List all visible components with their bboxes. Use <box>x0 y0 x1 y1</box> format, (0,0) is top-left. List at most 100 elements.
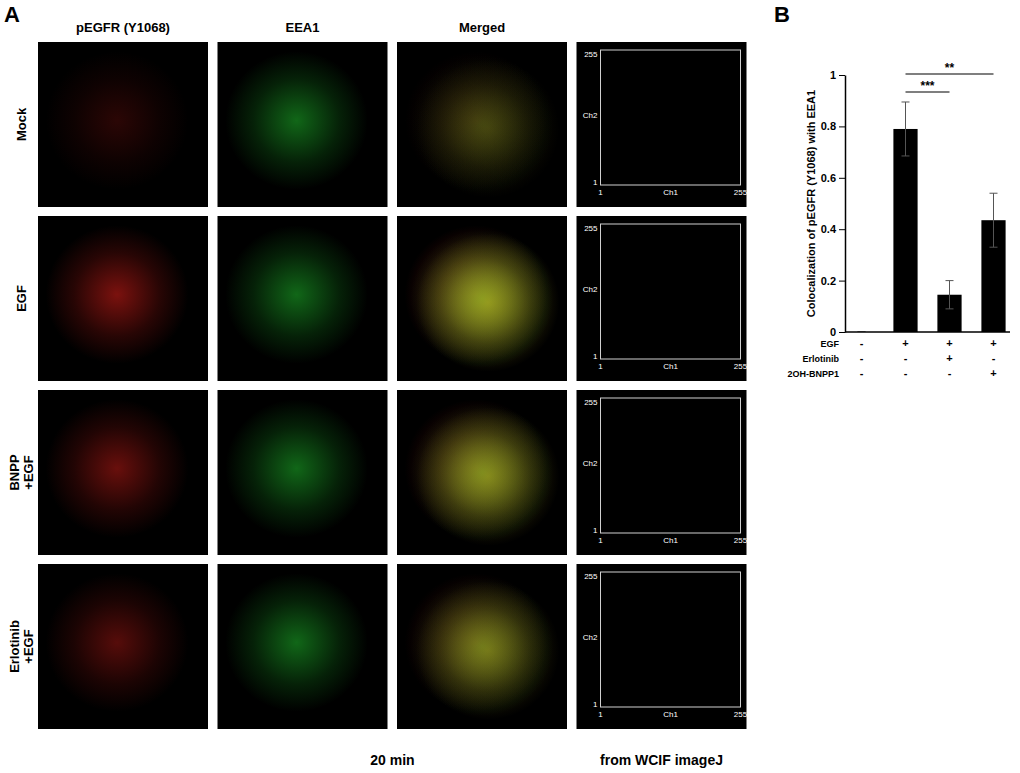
condition-sign: - <box>948 367 952 379</box>
row-label-line: BNPP <box>7 454 22 490</box>
y-axis: 0 0.2 0.4 0.6 0.8 1 <box>821 69 846 338</box>
bar <box>893 129 917 332</box>
scatter-axis-label: 1 <box>593 526 598 535</box>
condition-label: 2OH-BNPP1 <box>787 369 839 379</box>
micrograph-signal <box>417 581 560 720</box>
micrograph <box>397 390 567 555</box>
row-label: EGF <box>14 285 29 312</box>
error-bar-cap <box>990 247 998 248</box>
column-header: Merged <box>459 20 505 35</box>
scatter-axis-label: Ch1 <box>663 710 678 719</box>
condition-sign: - <box>860 352 864 364</box>
error-bar-stem <box>993 193 994 247</box>
micrograph-signal <box>225 573 368 712</box>
scatter-axis-label: Ch2 <box>583 285 598 294</box>
scatter-axis-label: 1 <box>598 188 603 197</box>
row-label: BNPP+EGF <box>7 454 36 490</box>
condition-label: Erlotinib <box>803 354 840 364</box>
condition-sign: + <box>902 337 908 349</box>
scatter-axis-label: Ch2 <box>583 633 598 642</box>
row-label: Erlotinib+EGF <box>7 620 36 673</box>
y-tick-mark <box>839 178 845 179</box>
micrograph <box>38 216 208 381</box>
scatter-axis-label: 1 <box>593 178 598 187</box>
scatter-frame <box>601 398 741 533</box>
y-tick-mark <box>839 126 845 127</box>
row-label-line: Erlotinib <box>7 620 22 673</box>
error-bar-cap <box>902 101 910 102</box>
condition-sign: - <box>904 367 908 379</box>
row-label-line: +EGF <box>21 455 36 489</box>
error-bar-cap <box>946 308 954 309</box>
micrograph <box>38 42 208 207</box>
scatter-axis-label: Ch1 <box>663 362 678 371</box>
scatter-axis-label: 255 <box>584 398 598 407</box>
micrograph <box>38 390 208 555</box>
scatter-axis-label: 255 <box>734 188 748 197</box>
condition-sign: + <box>990 337 996 349</box>
row-label-line: Mock <box>14 107 29 141</box>
x-axis <box>845 332 1010 333</box>
micrograph <box>397 42 567 207</box>
scatter-axis-label: Ch2 <box>583 111 598 120</box>
error-bar-cap <box>946 280 954 281</box>
micrograph-signal <box>46 51 189 190</box>
time-label: 20 min <box>370 752 414 768</box>
micrograph-signal <box>417 407 560 546</box>
y-tick: 1 <box>830 69 845 81</box>
panel-label: A <box>4 2 20 27</box>
micrograph-signal <box>46 225 189 364</box>
scatter-axis-label: 255 <box>734 536 748 545</box>
error-bar-stem <box>949 281 950 309</box>
scatter-frame <box>601 572 741 707</box>
scatter-axis-label: 255 <box>584 224 598 233</box>
scatter-axis-label: 1 <box>598 362 603 371</box>
micrograph <box>218 216 388 381</box>
y-tick-label: 0 <box>830 326 836 338</box>
micrograph <box>38 564 208 729</box>
scatter-axis-label: 255 <box>734 710 748 719</box>
micrograph-signal <box>417 233 560 372</box>
micrograph-signal <box>225 399 368 538</box>
condition-sign: + <box>946 352 952 364</box>
y-tick-label: 0.8 <box>821 120 836 132</box>
condition-sign: - <box>904 352 908 364</box>
error-bar <box>946 281 954 309</box>
condition-sign: - <box>860 367 864 379</box>
error-bar <box>902 102 910 156</box>
micrograph-signal <box>417 59 560 198</box>
column-header: pEGFR (Y1068) <box>76 20 170 35</box>
scatter-panel <box>577 42 747 207</box>
y-axis-title: Colocalization of pEGFR (Y1068) with EEA… <box>805 90 817 317</box>
condition-sign: + <box>946 337 952 349</box>
micrograph <box>218 390 388 555</box>
y-tick-mark <box>839 332 845 333</box>
y-tick: 0 <box>830 326 845 338</box>
micrograph <box>218 42 388 207</box>
y-tick-label: 0.2 <box>821 275 836 287</box>
figure: ApEGFR (Y1068)EEA1MergedMock255Ch211Ch12… <box>0 0 1020 773</box>
y-tick-label: 0.6 <box>821 172 836 184</box>
micrograph-signal <box>46 399 189 538</box>
scatter-axis-label: Ch1 <box>663 536 678 545</box>
error-bar-cap <box>990 193 998 194</box>
y-tick-mark <box>839 281 845 282</box>
row-label-line: +EGF <box>21 629 36 663</box>
y-tick: 0.4 <box>821 223 845 235</box>
column-header: EEA1 <box>286 20 320 35</box>
y-tick-label: 0.4 <box>821 223 837 235</box>
scatter-axis-label: Ch1 <box>663 188 678 197</box>
significance-label: *** <box>920 79 934 93</box>
scatter-frame <box>601 224 741 359</box>
y-tick: 0.6 <box>821 172 845 184</box>
scatter-axis-label: 1 <box>593 700 598 709</box>
y-axis-line <box>845 76 847 333</box>
scatter-frame <box>601 50 741 185</box>
x-axis-line <box>845 331 1010 333</box>
condition-sign: - <box>860 337 864 349</box>
micrograph <box>218 564 388 729</box>
significance-label: ** <box>945 61 955 75</box>
row-label-line: EGF <box>14 285 29 312</box>
row-label: Mock <box>14 107 29 141</box>
y-tick: 0.2 <box>821 275 845 287</box>
